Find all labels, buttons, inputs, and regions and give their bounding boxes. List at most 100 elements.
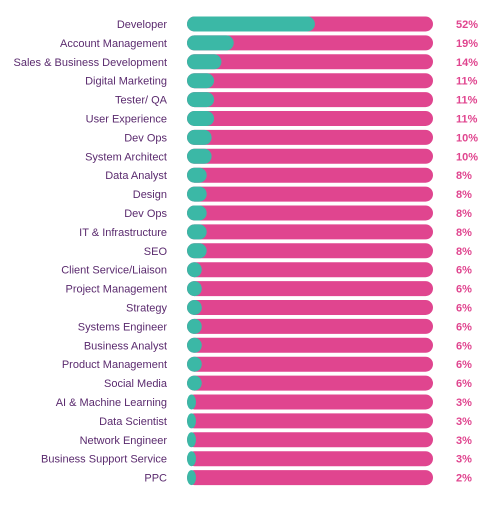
category-label: Developer — [117, 19, 167, 31]
bar — [187, 73, 215, 89]
category-label: Social Media — [104, 378, 168, 390]
bar-track — [187, 432, 433, 448]
bar — [187, 281, 202, 297]
bar — [187, 451, 196, 467]
category-label: Network Engineer — [80, 435, 168, 447]
bar-track — [187, 54, 433, 70]
bar — [187, 432, 196, 448]
category-label: Business Analyst — [84, 340, 167, 352]
bar — [187, 167, 207, 183]
value-label: 6% — [456, 284, 472, 296]
bar — [187, 111, 215, 126]
value-label: 6% — [456, 340, 472, 352]
bar-track — [187, 73, 433, 89]
bar-track — [187, 375, 433, 391]
bar — [187, 186, 207, 202]
value-label: 6% — [456, 265, 472, 277]
bar-track — [187, 167, 433, 183]
category-label: AI & Machine Learning — [56, 397, 167, 409]
bar — [187, 375, 202, 391]
value-label: 14% — [456, 57, 478, 69]
value-label: 6% — [456, 303, 472, 315]
bar-track — [187, 413, 433, 429]
category-label: Account Management — [60, 38, 167, 50]
bar — [187, 470, 196, 486]
bar — [187, 129, 212, 145]
value-label: 52% — [456, 19, 478, 31]
bar — [187, 318, 202, 334]
category-label: Sales & Business Development — [14, 57, 167, 69]
category-label: Dev Ops — [124, 208, 167, 220]
bar-track — [187, 148, 433, 164]
bar — [187, 300, 202, 315]
category-label: SEO — [144, 246, 168, 258]
value-label: 8% — [456, 227, 472, 239]
bar-track — [187, 356, 433, 372]
bar — [187, 243, 207, 259]
category-label: Design — [133, 189, 167, 201]
category-label: IT & Infrastructure — [79, 227, 167, 239]
value-label: 6% — [456, 359, 472, 371]
bar — [187, 337, 202, 353]
category-label: User Experience — [86, 114, 167, 126]
value-label: 8% — [456, 246, 472, 258]
bar-track — [187, 470, 433, 486]
value-label: 2% — [456, 473, 472, 485]
bar-track — [187, 186, 433, 202]
value-label: 8% — [456, 189, 472, 201]
bar — [187, 16, 315, 32]
value-label: 10% — [456, 151, 478, 163]
value-label: 6% — [456, 378, 472, 390]
value-label: 3% — [456, 416, 472, 428]
category-label: Dev Ops — [124, 132, 167, 144]
value-label: 11% — [456, 76, 478, 88]
bar-track — [187, 111, 433, 126]
bar — [187, 148, 212, 164]
bar — [187, 92, 215, 108]
category-label: System Architect — [85, 151, 167, 163]
bar-track — [187, 224, 433, 240]
bar — [187, 356, 202, 372]
bar — [187, 262, 202, 278]
bar-track — [187, 337, 433, 353]
value-label: 10% — [456, 132, 478, 144]
category-label: Systems Engineer — [78, 321, 168, 333]
bar — [187, 224, 207, 240]
value-label: 3% — [456, 397, 472, 409]
value-label: 11% — [456, 114, 478, 126]
category-label: Business Support Service — [41, 454, 167, 466]
bar-track — [187, 451, 433, 467]
value-label: 11% — [456, 95, 478, 107]
value-label: 19% — [456, 38, 478, 50]
bar-track — [187, 394, 433, 410]
value-label: 8% — [456, 170, 472, 182]
bar — [187, 35, 234, 51]
bar — [187, 394, 196, 410]
category-label: Strategy — [126, 303, 167, 315]
bar-track — [187, 262, 433, 278]
category-label: Project Management — [66, 284, 168, 296]
bar-track — [187, 129, 433, 145]
bar — [187, 205, 207, 221]
value-label: 3% — [456, 454, 472, 466]
value-label: 6% — [456, 321, 472, 333]
bar — [187, 54, 222, 70]
category-label: Tester/ QA — [115, 95, 168, 107]
value-label: 3% — [456, 435, 472, 447]
bar-track — [187, 243, 433, 259]
category-label: Product Management — [62, 359, 167, 371]
bar-track — [187, 318, 433, 334]
category-label: Client Service/Liaison — [61, 265, 167, 277]
bar-track — [187, 300, 433, 315]
category-label: Digital Marketing — [85, 76, 167, 88]
category-label: Data Analyst — [105, 170, 167, 182]
bar-track — [187, 281, 433, 297]
category-label: PPC — [144, 473, 167, 485]
bar-track — [187, 92, 433, 108]
value-label: 8% — [456, 208, 472, 220]
bar — [187, 413, 196, 429]
category-label: Data Scientist — [99, 416, 167, 428]
bar-track — [187, 35, 433, 51]
bar-track — [187, 205, 433, 221]
